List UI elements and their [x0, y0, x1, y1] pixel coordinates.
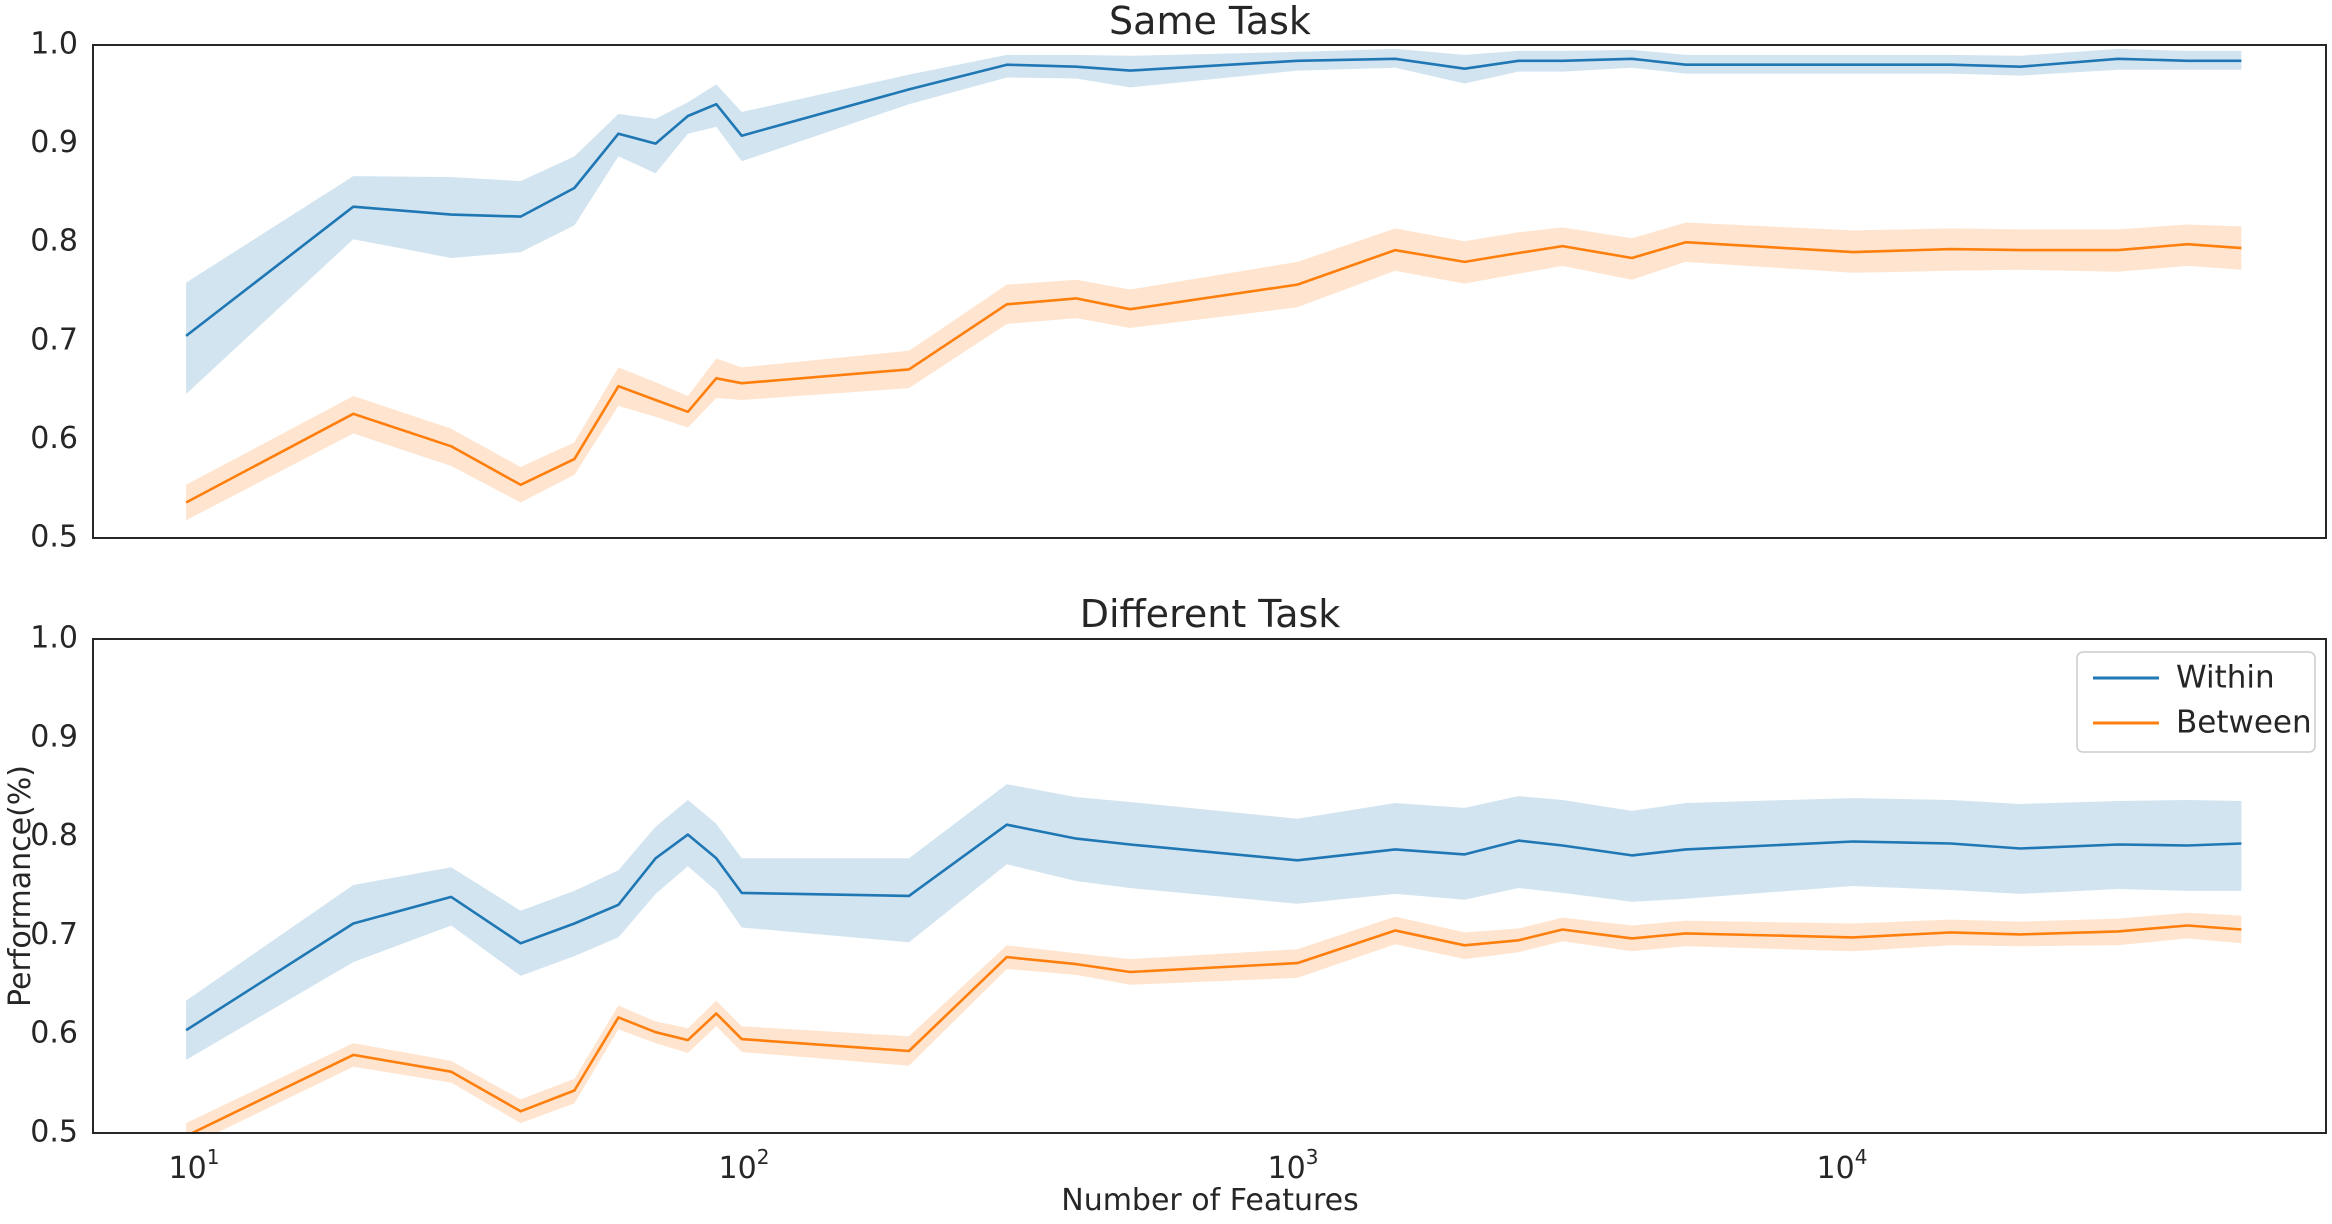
y-tick-label: 0.6 — [30, 1016, 78, 1051]
x-axis-label: Number of Features — [1061, 1183, 1359, 1218]
series-line-between — [185, 240, 2242, 504]
y-tick-label: 1.0 — [30, 621, 78, 656]
x-tick-base: 10 — [169, 1151, 207, 1186]
x-tick-label: 104 — [1817, 1145, 1868, 1186]
panel-title: Different Task — [1080, 592, 1341, 636]
x-tick-exponent: 4 — [1855, 1145, 1868, 1169]
y-tick-label: 0.9 — [30, 719, 78, 754]
y-tick-label: 0.8 — [30, 818, 78, 853]
panel-different-task: Different Task 0.5 0.6 0.7 0.8 0.9 1.0 1… — [30, 592, 2327, 1218]
y-axis-label: Performance(%) — [3, 765, 38, 1007]
y-tick-label: 1.0 — [30, 27, 78, 62]
x-tick-label: 101 — [169, 1145, 220, 1186]
y-tick-label: 0.9 — [30, 125, 78, 160]
x-tick-labels: 101 102 103 104 — [169, 1145, 1868, 1186]
y-tick-label: 0.8 — [30, 224, 78, 259]
panel-same-task: Same Task 0.5 0.6 0.7 0.8 0.9 1.0 — [30, 0, 2327, 555]
x-tick-base: 10 — [719, 1151, 757, 1186]
series-line-within — [185, 57, 2242, 337]
lines-layer — [185, 823, 2242, 1133]
legend-label-between: Between — [2176, 705, 2312, 741]
x-tick-exponent: 3 — [1306, 1145, 1319, 1169]
x-tick-base: 10 — [1817, 1151, 1855, 1186]
y-tick-label: 0.7 — [30, 322, 78, 357]
x-tick-exponent: 2 — [757, 1145, 770, 1169]
x-tick-exponent: 1 — [207, 1145, 220, 1169]
x-tick-label: 103 — [1268, 1145, 1319, 1186]
series-line-between — [189, 924, 2242, 1133]
confidence-band-between — [186, 222, 2242, 521]
y-tick-labels: 0.5 0.6 0.7 0.8 0.9 1.0 — [30, 27, 78, 555]
confidence-band-within — [186, 784, 2242, 1060]
bands-layer — [186, 48, 2242, 521]
legend-label-within: Within — [2176, 660, 2275, 696]
x-tick-base: 10 — [1268, 1151, 1306, 1186]
y-tick-label: 0.6 — [30, 421, 78, 456]
lines-layer — [185, 57, 2242, 504]
legend: Within Between — [2076, 651, 2316, 753]
x-tick-label: 102 — [719, 1145, 770, 1186]
plot-frame — [92, 638, 2327, 1134]
y-tick-label: 0.7 — [30, 917, 78, 952]
plot-frame — [92, 44, 2327, 539]
y-tick-label: 0.5 — [30, 520, 78, 555]
y-tick-label: 0.5 — [30, 1115, 78, 1150]
series-line-within — [185, 823, 2242, 1032]
panel-title: Same Task — [1109, 0, 1311, 43]
y-tick-labels: 0.5 0.6 0.7 0.8 0.9 1.0 — [30, 621, 78, 1150]
